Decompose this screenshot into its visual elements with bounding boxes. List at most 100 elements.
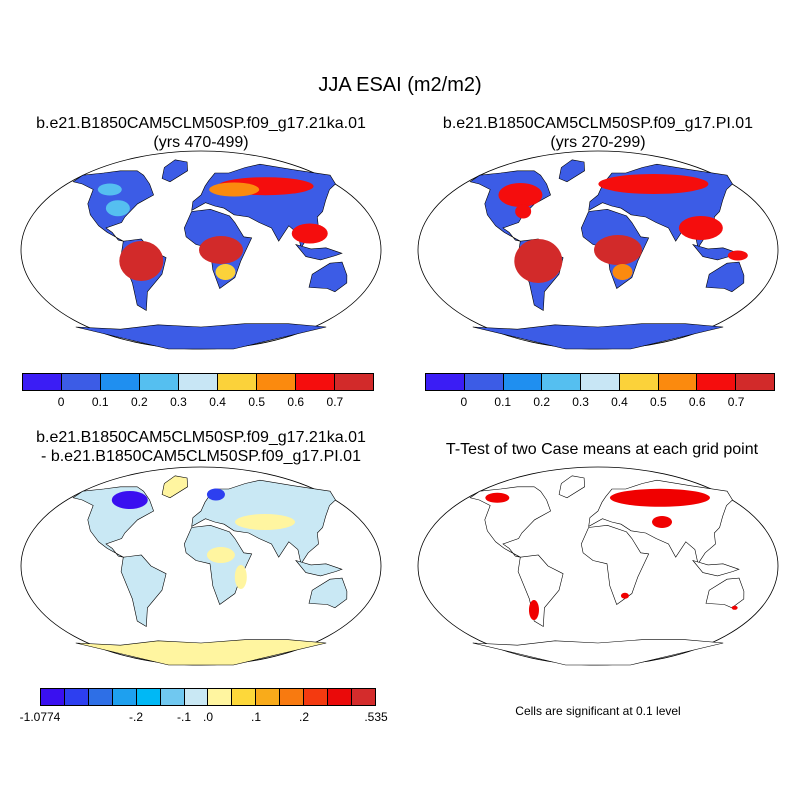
colorbar-swatch <box>179 374 218 390</box>
panel-title-ttest: T-Test of two Case means at each grid po… <box>446 440 758 459</box>
land-antarctica <box>75 323 327 350</box>
colorbar-tick-label: -.1 <box>176 710 192 724</box>
colorbar-swatch <box>736 374 775 390</box>
land-northAmerica <box>469 486 551 558</box>
colorbar-tick-label: 0.1 <box>91 395 109 409</box>
panel-title-diff-line1: b.e21.B1850CAM5CLM50SP.f09_g17.21ka.01 <box>36 429 366 446</box>
colorbar-swatch <box>296 374 335 390</box>
colorbar-tick-label: 0 <box>57 395 65 409</box>
colorbar-swatch <box>304 689 329 705</box>
colorbar-tick-label: -1.0774 <box>19 710 61 724</box>
colorbar-swatch <box>280 689 305 705</box>
field-patch <box>528 600 539 620</box>
colorbar-swatch <box>23 374 62 390</box>
panel-title-case1-line2: (yrs 470-499) <box>153 134 249 151</box>
colorbar-swatch <box>184 689 209 705</box>
field-patch <box>97 183 122 196</box>
colorbar-swatch <box>426 374 465 390</box>
map-case1 <box>20 150 382 350</box>
significance-note: Cells are significant at 0.1 level <box>515 704 681 718</box>
field-patch <box>594 235 642 265</box>
field-patch <box>199 236 243 264</box>
field-patch <box>209 182 260 197</box>
colorbar-tick-label: 0.6 <box>287 395 305 409</box>
land-australia <box>705 261 745 293</box>
colorbar-case1 <box>22 373 374 391</box>
field-patch <box>731 605 738 610</box>
field-patch <box>206 547 235 563</box>
land-indonesia <box>692 559 740 577</box>
field-patch <box>234 565 247 589</box>
field-patch <box>105 200 130 217</box>
colorbar-swatch <box>62 374 101 390</box>
colorbar-swatch <box>256 689 281 705</box>
colorbar-swatch <box>619 374 659 390</box>
colorbar-tick-label: 0.6 <box>688 395 706 409</box>
field-patch <box>485 492 510 503</box>
colorbar-tick-label: 0.2 <box>130 395 148 409</box>
colorbar-swatch <box>218 374 257 390</box>
land-antarctica <box>75 639 327 666</box>
field-patch <box>727 250 748 261</box>
colorbar-swatch <box>351 689 375 705</box>
colorbar-tick-label: 0.2 <box>533 395 550 409</box>
field-patch <box>678 216 723 240</box>
map-diff <box>20 466 382 666</box>
panel-title-diff: b.e21.B1850CAM5CLM50SP.f09_g17.21ka.01 -… <box>36 428 366 466</box>
panel-title-diff-line2: - b.e21.B1850CAM5CLM50SP.f09_g17.PI.01 <box>41 448 361 465</box>
colorbar-swatch <box>140 374 179 390</box>
colorbar-swatch <box>88 689 113 705</box>
colorbar-tick-label: 0.5 <box>649 395 667 409</box>
field-patch <box>620 592 629 599</box>
colorbar-case2 <box>425 373 775 391</box>
panel-title-case2-line1: b.e21.B1850CAM5CLM50SP.f09_g17.PI.01 <box>442 115 754 132</box>
colorbar-tick-label: -.2 <box>128 710 144 724</box>
panel-title-case2-line2: (yrs 270-299) <box>550 134 646 151</box>
land-indonesia <box>295 559 343 577</box>
colorbar-swatch <box>160 689 185 705</box>
land-southAmerica <box>120 554 167 628</box>
panel-title-ttest-line1: T-Test of two Case means at each grid po… <box>445 441 759 458</box>
colorbar-tick-label: 0.7 <box>326 395 344 409</box>
field-patch <box>111 491 148 509</box>
land-greenland <box>558 159 585 183</box>
land-africa <box>580 524 650 605</box>
field-patch <box>514 239 563 283</box>
field-patch <box>215 264 236 280</box>
colorbar-swatch <box>112 689 137 705</box>
land-australia <box>308 577 348 609</box>
colorbar-swatch <box>697 374 737 390</box>
colorbar-swatch <box>208 689 233 705</box>
colorbar-swatch <box>232 689 257 705</box>
colorbar-tick-label: 0.4 <box>209 395 226 409</box>
colorbar-swatch <box>101 374 140 390</box>
field-patch <box>612 264 633 280</box>
map-case2 <box>417 150 779 350</box>
colorbar-diff <box>40 688 376 706</box>
land-australia <box>705 577 745 609</box>
field-patch <box>609 488 710 507</box>
field-patch <box>515 204 532 219</box>
land-greenland <box>161 475 188 499</box>
colorbar-swatch <box>41 689 65 705</box>
colorbar-swatch <box>335 374 373 390</box>
colorbar-tick-label: 0.7 <box>727 395 745 409</box>
land-antarctica <box>472 639 724 666</box>
colorbar-swatch <box>464 374 504 390</box>
colorbar-swatch <box>581 374 620 390</box>
colorbar-swatch <box>503 374 543 390</box>
panel-title-case1: b.e21.B1850CAM5CLM50SP.f09_g17.21ka.01 (… <box>36 114 366 152</box>
field-patch <box>498 183 543 207</box>
colorbar-tick-label: 0.3 <box>572 395 589 409</box>
land-antarctica <box>472 323 724 350</box>
colorbar-tick-label: .1 <box>250 710 262 724</box>
land-southAmerica <box>517 554 564 628</box>
field-patch <box>291 223 328 244</box>
land-indonesia <box>295 243 343 261</box>
colorbar-tick-label: .535 <box>364 710 388 724</box>
land-greenland <box>161 159 188 183</box>
colorbar-swatch <box>542 374 582 390</box>
field-patch <box>598 174 709 194</box>
field-patch <box>206 488 225 501</box>
colorbar-swatch <box>64 689 89 705</box>
